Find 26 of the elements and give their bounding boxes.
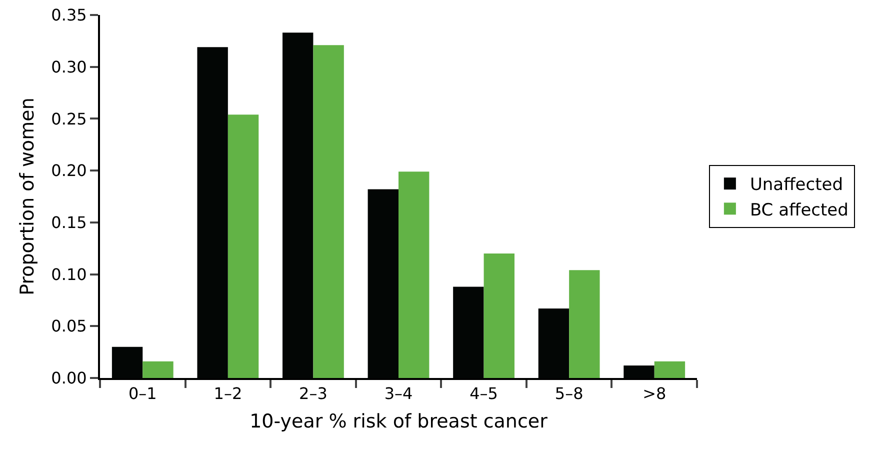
bar (569, 270, 600, 378)
y-tick-label: 0.30 (51, 57, 87, 76)
x-tick-label: 4–5 (470, 384, 498, 404)
bar (398, 172, 430, 378)
bar (654, 361, 686, 378)
bar (313, 45, 344, 378)
y-tick-label: 0.35 (51, 6, 87, 25)
legend-label: Unaffected (750, 175, 844, 196)
x-tick-label: 2–3 (299, 384, 328, 404)
y-tick-label: 0.25 (51, 109, 87, 128)
y-axis-title: Proportion of women (16, 98, 39, 296)
x-axis-title: 10-year % risk of breast cancer (250, 410, 548, 432)
y-tick-label: 0.20 (51, 161, 87, 180)
y-tick-label: 0.00 (51, 368, 87, 388)
bar (484, 254, 514, 378)
x-tick-label: 5–8 (554, 384, 584, 404)
bar (142, 361, 174, 378)
bar (228, 114, 259, 378)
x-tick-label: >8 (642, 384, 666, 404)
x-tick-label: 0–1 (128, 384, 157, 404)
x-tick-label: 3–4 (384, 384, 413, 404)
y-tick-label: 0.05 (51, 316, 87, 336)
y-tick-label: 0.10 (51, 264, 87, 284)
legend-label: BC affected (750, 200, 848, 220)
x-tick-label: 1–2 (214, 384, 242, 404)
y-tick-label: 0.15 (51, 213, 87, 232)
